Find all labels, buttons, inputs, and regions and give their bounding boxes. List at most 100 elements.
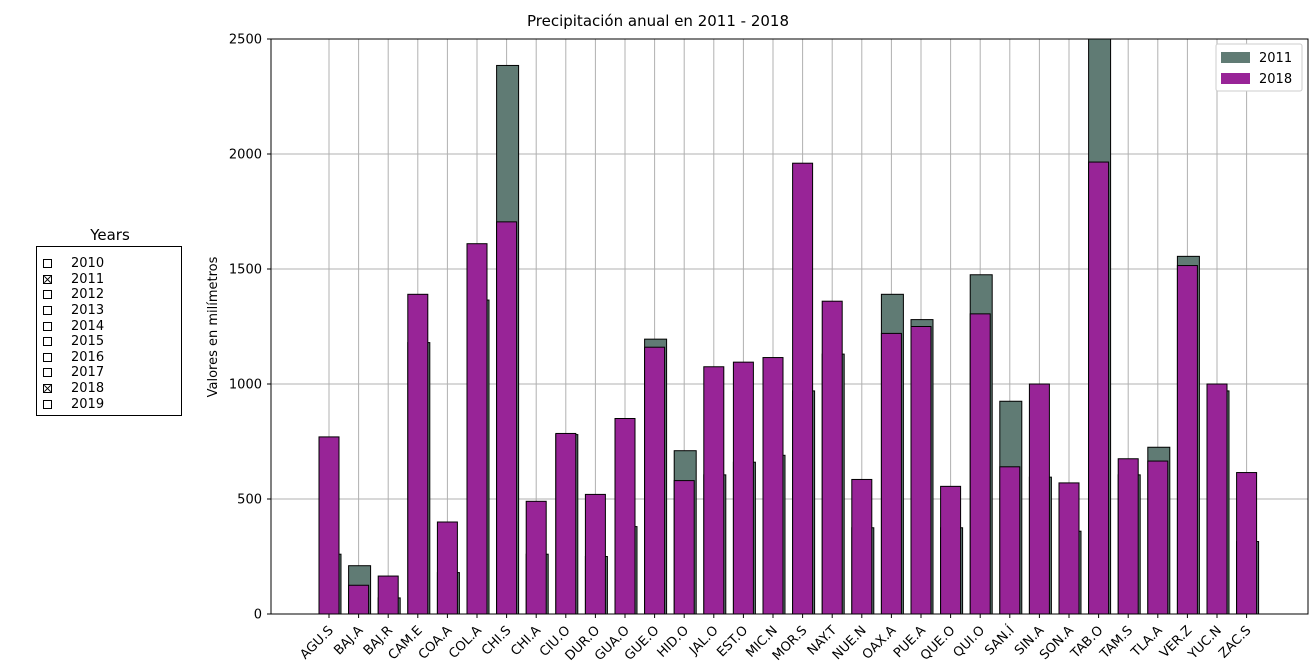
bar-2018-QUI.O (969, 313, 991, 615)
bar-2018-VER.Z (1176, 265, 1198, 615)
years-panel: Years 2010 2011 2012 2013 2014 2015 2016… (36, 224, 184, 416)
bar-2018-MIC.N (762, 357, 784, 615)
year-option-2013[interactable]: 2013 (43, 303, 181, 319)
x-tick-label: ZAC.S (1216, 623, 1254, 661)
checkbox[interactable] (43, 384, 52, 394)
bar-2018-ZAC.S (1236, 472, 1258, 615)
chart-legend: 2011 2018 (1215, 43, 1303, 92)
year-option-2012[interactable]: 2012 (43, 287, 181, 303)
checkbox[interactable] (43, 274, 52, 284)
years-checklist: 2010 2011 2012 2013 2014 2015 2016 2017 … (36, 246, 182, 416)
plot-frame (270, 38, 1309, 615)
year-option-2015[interactable]: 2015 (43, 334, 181, 350)
bar-2018-CAM.E (407, 293, 429, 615)
years-title: Years (90, 226, 130, 244)
x-tick-label: HID.O (655, 623, 692, 660)
year-option-2018[interactable]: 2018 (43, 381, 181, 397)
x-tick-label: SON.A (1037, 623, 1077, 663)
year-option-2017[interactable]: 2017 (43, 365, 181, 381)
x-axis-ticks: AGU.SBAJ.ABAJ.RCAM.ECOA.ACOL.ACHI.SCHI.A… (297, 614, 1254, 664)
x-tick-label: EST.O (714, 623, 751, 660)
year-label: 2014 (71, 318, 105, 334)
bar-2018-CHI.A (525, 500, 547, 615)
bar-2018-SON.A (1058, 482, 1080, 615)
checkbox[interactable] (43, 337, 52, 347)
checkbox[interactable] (43, 290, 52, 300)
year-option-2010[interactable]: 2010 (43, 256, 181, 272)
checkbox[interactable] (43, 321, 52, 331)
bar-2018-PUE.A (910, 326, 932, 615)
bar-2018-COL.A (466, 243, 488, 615)
bar-2018-DUR.O (584, 493, 606, 615)
legend-label-2018: 2018 (1259, 72, 1292, 87)
x-tick-label: BAJ.A (331, 623, 366, 658)
bar-2018-MOR.S (792, 162, 814, 615)
bar-2018-COA.A (436, 521, 458, 615)
bar-2018-YUC.N (1206, 383, 1228, 615)
legend-label-2011: 2011 (1259, 51, 1292, 66)
x-tick-label: QUI.O (951, 623, 988, 660)
bar-2018-EST.O (732, 361, 754, 615)
year-label: 2019 (71, 396, 105, 412)
year-option-2014[interactable]: 2014 (43, 318, 181, 334)
y-tick-label: 1000 (229, 378, 262, 393)
legend-swatch-2011 (1221, 52, 1250, 63)
x-tick-label: COA.A (416, 623, 456, 663)
bar-2018-TAB.O (1088, 161, 1110, 615)
year-label: 2016 (71, 349, 105, 365)
x-tick-label: JAL.O (686, 623, 721, 658)
bar-2018-HID.O (673, 480, 695, 615)
year-label: 2017 (71, 365, 105, 381)
legend-swatch-2018 (1221, 73, 1250, 84)
year-option-2019[interactable]: 2019 (43, 396, 181, 412)
x-tick-label: TAM.S (1097, 623, 1136, 662)
x-tick-label: CHI.S (479, 623, 514, 658)
chart-title: Precipitación anual en 2011 - 2018 (527, 12, 789, 30)
y-axis-label: Valores en milímetros (206, 256, 221, 397)
y-tick-label: 500 (237, 493, 262, 508)
bar-2018-TAM.S (1117, 458, 1139, 615)
bar-2018-SAN.Í (999, 466, 1021, 615)
year-label: 2013 (71, 303, 105, 319)
checkbox[interactable] (43, 399, 52, 409)
bar-2018-CHI.S (496, 221, 518, 615)
x-tick-label: SAN.Í (982, 622, 1018, 658)
bar-2018-AGU.S (318, 436, 340, 615)
checkbox[interactable] (43, 306, 52, 316)
y-tick-label: 2000 (229, 148, 262, 163)
series-2011-bars (318, 38, 1260, 615)
bar-2018-SIN.A (1028, 383, 1050, 615)
bar-2018-GUA.O (614, 418, 636, 615)
year-label: 2010 (71, 256, 105, 272)
y-tick-label: 2500 (229, 33, 262, 48)
bar-2018-CIU.O (555, 432, 577, 615)
x-tick-label: TLA.A (1128, 623, 1166, 661)
checkbox[interactable] (43, 368, 52, 378)
x-tick-label: OAX.A (860, 623, 900, 663)
series-2018-bars (318, 161, 1258, 615)
bar-2018-TLA.A (1147, 460, 1169, 615)
bar-2018-BAJ.A (348, 584, 370, 615)
x-tick-label: YUC.N (1185, 623, 1225, 663)
bar-2018-BAJ.R (377, 575, 399, 615)
checkbox[interactable] (43, 352, 52, 362)
bar-2018-NAY.T (821, 300, 843, 615)
year-option-2016[interactable]: 2016 (43, 350, 181, 366)
x-tick-label: TAB.O (1067, 623, 1106, 662)
year-label: 2011 (71, 271, 105, 287)
year-label: 2015 (71, 334, 105, 350)
x-tick-label: AGU.S (297, 623, 336, 662)
x-tick-label: CHI.A (508, 623, 544, 659)
bar-2018-GUE.O (644, 346, 666, 615)
bar-2018-OAX.A (880, 332, 902, 615)
y-tick-label: 0 (254, 608, 262, 623)
year-label: 2012 (71, 287, 105, 303)
year-label: 2018 (71, 381, 105, 397)
bar-2018-NUE.N (851, 478, 873, 615)
x-tick-label: COL.A (446, 623, 485, 662)
bar-2018-JAL.O (703, 366, 725, 615)
bar-2018-QUE.O (940, 485, 962, 615)
year-option-2011[interactable]: 2011 (43, 272, 181, 288)
checkbox[interactable] (43, 259, 52, 269)
